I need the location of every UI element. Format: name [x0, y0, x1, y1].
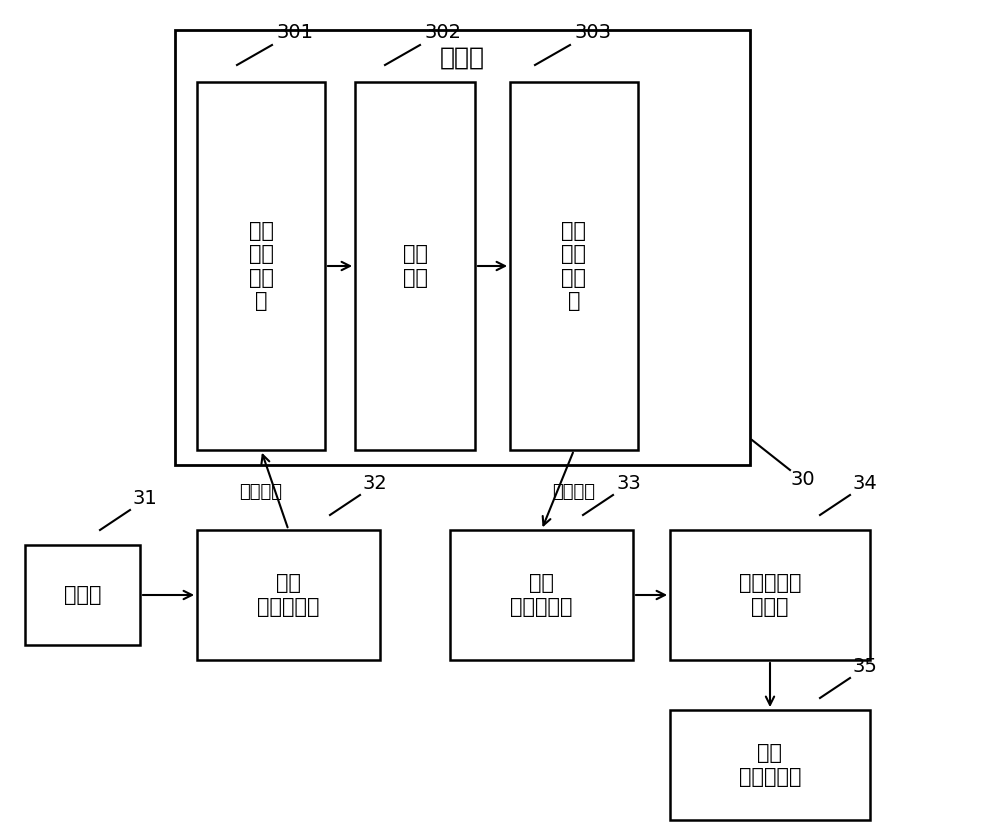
Bar — [355, 82, 475, 450]
Text: 35: 35 — [853, 657, 878, 676]
Bar — [670, 530, 870, 660]
Text: 快速偏振态
检测器: 快速偏振态 检测器 — [739, 573, 801, 617]
Text: 32: 32 — [363, 474, 388, 493]
Text: 33: 33 — [616, 474, 641, 493]
Text: 入射光纤: 入射光纤 — [240, 483, 283, 501]
Text: 303: 303 — [574, 23, 611, 42]
Bar — [175, 30, 750, 465]
Text: 31: 31 — [133, 489, 158, 508]
Text: 301: 301 — [276, 23, 313, 42]
Bar — [197, 530, 380, 660]
Text: 输入
自聚
焦透
镜: 输入 自聚 焦透 镜 — [248, 221, 274, 311]
Text: 第二
偏振控制器: 第二 偏振控制器 — [510, 573, 573, 617]
Text: 第一
偏振控制器: 第一 偏振控制器 — [257, 573, 320, 617]
Text: 302: 302 — [424, 23, 461, 42]
Bar — [197, 82, 325, 450]
Text: 34: 34 — [853, 474, 878, 493]
Bar — [25, 545, 140, 645]
Text: 激光器: 激光器 — [64, 585, 101, 605]
Bar — [510, 82, 638, 450]
Text: 电光
晶体: 电光 晶体 — [402, 245, 428, 287]
Text: 电的
高通滤波器: 电的 高通滤波器 — [739, 743, 801, 787]
Text: 30: 30 — [790, 470, 815, 489]
Text: 输出
自聚
焦透
镜: 输出 自聚 焦透 镜 — [562, 221, 586, 311]
Text: 光探头: 光探头 — [440, 46, 485, 70]
Bar — [450, 530, 633, 660]
Bar — [670, 710, 870, 820]
Text: 出射光纤: 出射光纤 — [552, 483, 596, 501]
